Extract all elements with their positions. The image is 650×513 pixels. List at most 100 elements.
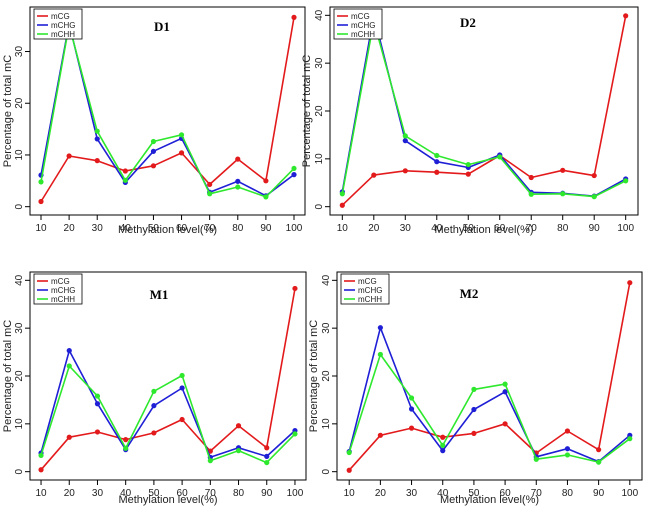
legend-label-mchg: mCHG (351, 21, 375, 30)
data-point-mcg (292, 285, 298, 292)
data-point-mcg (471, 430, 477, 437)
panel-title: M1 (150, 287, 169, 302)
data-point-mchh (377, 351, 383, 358)
data-point-mcg (502, 421, 508, 427)
data-point-mcg (560, 167, 566, 173)
data-point-mchh (627, 436, 633, 442)
x-tick-label: 90 (589, 223, 601, 234)
y-axis-label: Percentage of total mC (2, 55, 14, 168)
data-point-mchh (339, 191, 345, 197)
data-point-mchh (560, 191, 566, 197)
x-tick-label: 70 (204, 223, 216, 234)
y-tick-label: 10 (14, 418, 25, 430)
data-point-mcg (371, 172, 377, 178)
data-point-mcg (623, 13, 629, 19)
x-tick-label: 10 (344, 488, 356, 499)
x-axis-label: Methylation level(%) (440, 494, 539, 506)
legend-label-mchh: mCHH (51, 30, 75, 39)
data-point-mchg (264, 453, 270, 459)
data-point-mchh (38, 179, 44, 185)
data-point-mchh (465, 161, 471, 168)
y-tick-label: 20 (14, 370, 25, 382)
y-tick-label: 10 (314, 153, 325, 165)
data-point-mchg (564, 446, 571, 452)
data-point-mchg (291, 172, 297, 178)
x-tick-label: 80 (233, 488, 245, 499)
legend-label-mcg: mCG (358, 277, 377, 286)
data-point-mcg (291, 14, 297, 20)
data-point-mchh (502, 381, 508, 387)
data-point-mcg (627, 280, 633, 286)
data-point-mcg (38, 198, 44, 205)
data-point-mchh (346, 449, 352, 456)
series-line-mchh (40, 365, 296, 464)
data-point-mchg (151, 403, 157, 409)
y-tick-label: 20 (14, 97, 25, 109)
x-tick-label: 100 (621, 488, 638, 499)
x-tick-label: 60 (177, 488, 189, 499)
series-line-mcg (40, 288, 296, 471)
x-tick-label: 100 (617, 223, 634, 234)
x-axis-label: Methylation level(%) (434, 224, 533, 236)
data-point-mcg (264, 445, 270, 451)
data-point-mchh (471, 386, 477, 392)
x-tick-label: 80 (232, 223, 244, 234)
x-tick-label: 80 (557, 223, 569, 234)
series-line-mcg (348, 282, 631, 471)
series-line-mchg (341, 14, 627, 197)
data-point-mcg (528, 174, 534, 181)
x-tick-label: 50 (148, 488, 160, 499)
chart-panel-d1: 0 10 20 30 10 20 30 40 50 60 70 80 90 100 Methylation … (2, 6, 306, 236)
data-point-mcg (408, 425, 415, 431)
legend-label-mchh: mCHH (351, 30, 375, 39)
data-point-mcg (179, 416, 185, 423)
series-line-mchg (40, 22, 295, 197)
data-point-mcg (434, 169, 440, 175)
y-axis-label: Percentage of total mC (308, 320, 320, 433)
x-tick-label: 30 (400, 223, 412, 234)
data-point-mchh (264, 459, 270, 466)
data-point-mchh (38, 452, 44, 459)
data-point-mchh (591, 194, 597, 200)
legend-label-mcg: mCG (351, 12, 370, 21)
x-tick-label: 50 (463, 223, 475, 234)
data-point-mcg (377, 432, 383, 438)
data-point-mcg (38, 467, 44, 473)
data-point-mchh (533, 456, 539, 462)
data-point-mchh (528, 191, 534, 197)
plot-frame (29, 6, 306, 216)
data-point-mchg (471, 406, 477, 413)
x-tick-label: 10 (337, 223, 349, 234)
data-point-mcg (465, 171, 471, 177)
series-line-mcg (341, 15, 627, 206)
x-tick-label: 10 (35, 223, 47, 234)
x-tick-label: 20 (64, 488, 76, 499)
y-tick-label: 0 (14, 468, 25, 474)
x-tick-label: 100 (286, 223, 303, 234)
data-point-mcg (402, 168, 408, 174)
series-line-mchh (40, 24, 295, 198)
chart-panel-d2: 0 10 20 30 40 10 20 30 40 50 60 70 80 90 100 Methylatio… (301, 6, 639, 236)
series-line-mchh (341, 20, 627, 198)
data-point-mcg (263, 178, 269, 184)
x-axis-label: Methylation level(%) (118, 494, 217, 506)
data-point-mcg (94, 158, 100, 164)
data-point-mchg (235, 178, 241, 184)
data-point-mchh (235, 448, 242, 454)
y-tick-label: 30 (14, 46, 25, 58)
y-tick-label: 40 (314, 9, 325, 21)
data-point-mchg (408, 406, 415, 412)
x-tick-label: 70 (526, 223, 538, 234)
y-tick-label: 0 (14, 203, 25, 209)
data-point-mchg (377, 325, 383, 331)
panel-title: M2 (460, 286, 479, 301)
y-tick-label: 30 (321, 322, 332, 334)
data-point-mchh (623, 178, 629, 184)
x-tick-label: 10 (35, 488, 47, 499)
x-tick-label: 40 (437, 488, 449, 499)
data-point-mchh (150, 138, 157, 145)
